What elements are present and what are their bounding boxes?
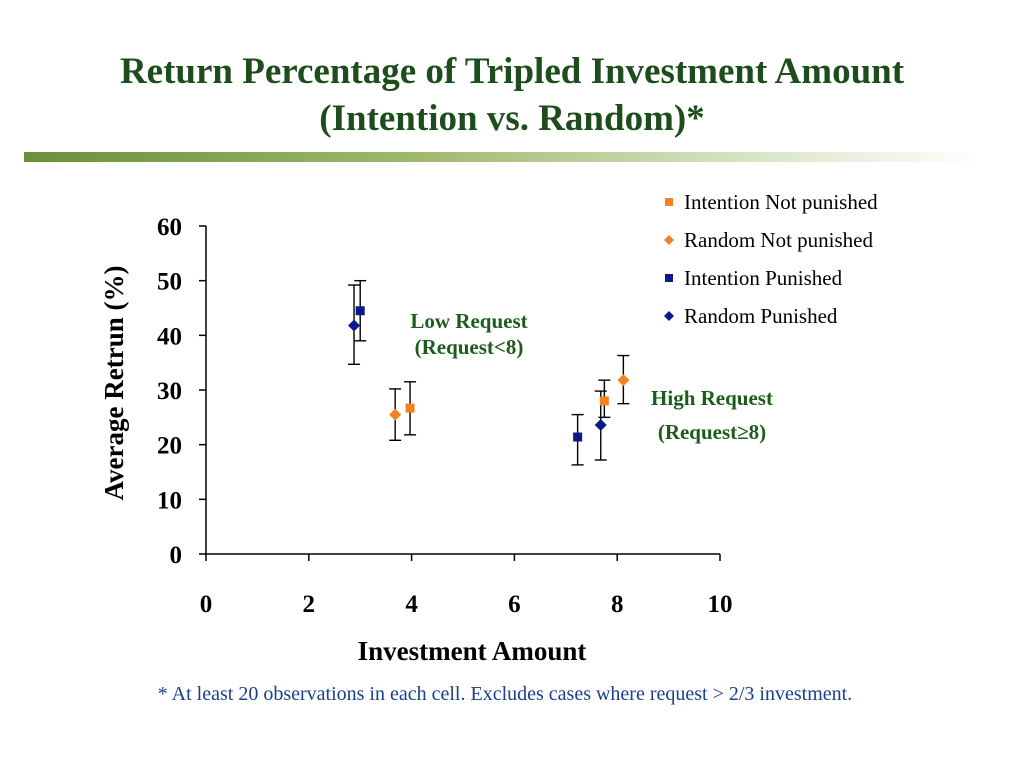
y-tick-label: 60 xyxy=(157,214,182,241)
x-tick-label: 6 xyxy=(508,591,521,618)
y-tick-label: 50 xyxy=(157,269,182,296)
x-tick-label: 4 xyxy=(405,591,418,618)
data-point xyxy=(348,319,361,332)
legend-marker xyxy=(665,274,673,282)
legend-marker xyxy=(664,311,674,321)
data-point xyxy=(389,408,402,421)
annotation-text: (Request≥8) xyxy=(658,420,766,444)
chart-title-line-1: Return Percentage of Tripled Investment … xyxy=(119,51,905,92)
y-tick-label: 40 xyxy=(157,323,182,350)
y-tick-label: 10 xyxy=(157,487,182,514)
data-point xyxy=(594,418,607,431)
data-point xyxy=(355,306,365,316)
title-underline xyxy=(24,152,979,162)
y-tick-label: 0 xyxy=(170,542,183,569)
y-axis-label: Average Retrun (%) xyxy=(99,266,129,501)
chart-title: Return Percentage of Tripled Investment … xyxy=(0,48,1024,142)
data-point xyxy=(617,374,630,387)
annotation-text: (Request<8) xyxy=(415,335,524,359)
y-tick-label: 20 xyxy=(157,433,182,460)
annotation-text: Low Request xyxy=(410,309,527,333)
legend-label: Intention Not punished xyxy=(684,190,878,214)
x-tick-label: 10 xyxy=(708,591,733,618)
data-point xyxy=(599,396,609,406)
legend-marker xyxy=(665,198,673,206)
footnote: * At least 20 observations in each cell.… xyxy=(157,683,853,705)
legend-marker xyxy=(664,235,674,245)
y-tick-label: 30 xyxy=(157,378,182,405)
annotation-text: High Request xyxy=(651,386,773,410)
x-tick-label: 8 xyxy=(611,591,624,618)
x-tick-label: 0 xyxy=(200,591,213,618)
chart-title-line-2: (Intention vs. Random)* xyxy=(319,98,705,139)
x-tick-label: 2 xyxy=(303,591,316,618)
data-point xyxy=(405,403,415,413)
data-point xyxy=(573,432,583,442)
legend-label: Intention Punished xyxy=(684,266,843,290)
legend-label: Random Not punished xyxy=(684,228,873,252)
legend-label: Random Punished xyxy=(684,304,838,328)
x-axis-label: Investment Amount xyxy=(358,636,587,666)
